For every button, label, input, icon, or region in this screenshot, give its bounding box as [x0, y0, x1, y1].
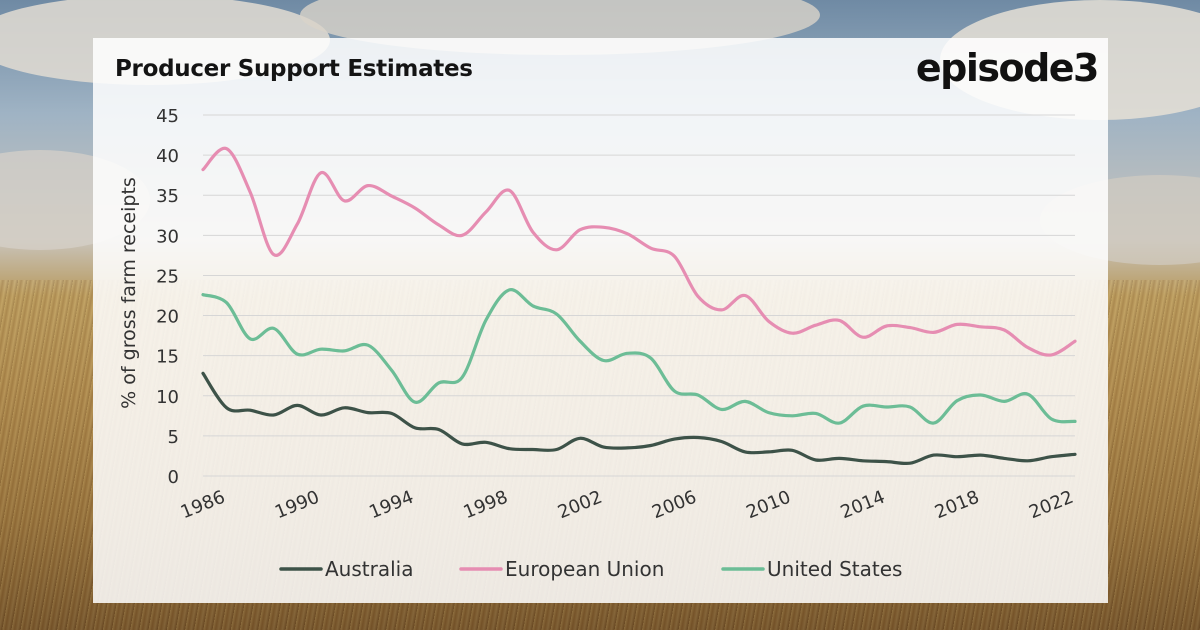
- legend-item-european-union: European Union: [459, 557, 664, 581]
- y-axis: 0 5 10 15 20 25 30 35 40 45: [156, 106, 179, 488]
- x-tick-label: 2006: [649, 487, 699, 524]
- y-tick-label: 45: [156, 106, 179, 127]
- y-tick-label: 25: [156, 266, 179, 287]
- legend-label: United States: [767, 557, 902, 581]
- gridlines: [203, 114, 1075, 477]
- x-tick-label: 2018: [932, 487, 982, 524]
- x-tick-label: 2022: [1026, 487, 1076, 524]
- x-tick-label: 1994: [366, 487, 416, 524]
- y-tick-label: 40: [156, 146, 179, 167]
- legend: Australia European Union United States: [279, 557, 902, 581]
- legend-label: Australia: [325, 557, 413, 581]
- y-tick-label: 20: [156, 307, 179, 328]
- brand-logo: episode3: [915, 46, 1100, 90]
- legend-label: European Union: [505, 557, 664, 581]
- x-tick-label: 2010: [743, 487, 793, 524]
- y-tick-label: 35: [156, 186, 179, 207]
- series-line-australia: [201, 371, 1077, 466]
- series-line-european-union: [201, 146, 1077, 357]
- series-line-united-states: [201, 288, 1077, 425]
- x-tick-label: 1990: [272, 487, 322, 524]
- chart-panel: Producer Support Estimates episode3 0 5 10…: [93, 38, 1108, 603]
- y-tick-label: 0: [168, 467, 179, 488]
- chart-title: Producer Support Estimates: [115, 56, 473, 82]
- x-tick-label: 2014: [838, 487, 888, 524]
- legend-item-united-states: United States: [721, 557, 902, 581]
- series-lines: [201, 146, 1077, 466]
- y-tick-label: 5: [168, 427, 179, 448]
- x-tick-label: 2002: [555, 487, 605, 524]
- y-tick-label: 15: [156, 347, 179, 368]
- x-axis: 1986 1990 1994 1998 2002 2006 2010 2014 2018 2022: [178, 487, 1077, 524]
- y-axis-label: % of gross farm receipts: [118, 177, 140, 409]
- y-tick-label: 30: [156, 226, 179, 247]
- x-tick-label: 1986: [178, 487, 228, 524]
- legend-item-australia: Australia: [279, 557, 413, 581]
- y-tick-label: 10: [156, 387, 179, 408]
- x-tick-label: 1998: [461, 487, 511, 524]
- line-chart: 0 5 10 15 20 25 30 35 40 45 1986 1990 1994 1998 2002 2…: [118, 106, 1077, 581]
